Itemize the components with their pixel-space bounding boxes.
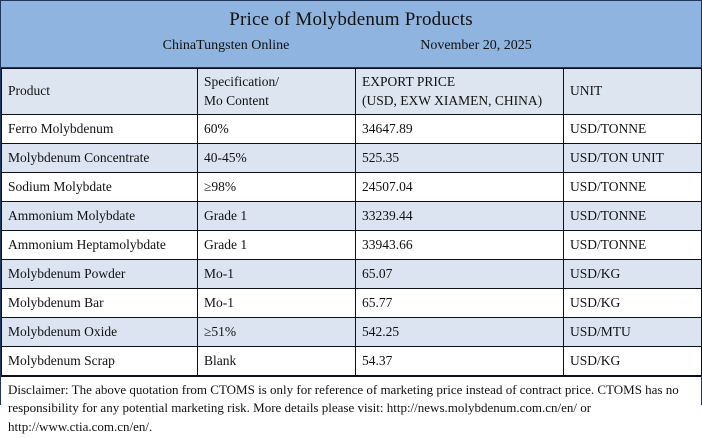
banner: Price of Molybdenum Products ChinaTungst…	[1, 1, 701, 68]
column-header-product: Product	[1, 68, 198, 115]
column-header-export-price: EXPORT PRICE (USD, EXW XIAMEN, CHINA)	[355, 68, 564, 115]
cell-export-price: 542.25	[355, 317, 564, 347]
cell-export-price: 525.35	[355, 143, 564, 173]
cell-unit: USD/MTU	[563, 317, 702, 347]
cell-unit: USD/KG	[563, 288, 702, 318]
disclaimer-text: Disclaimer: The above quotation from CTO…	[1, 376, 701, 438]
column-header-product-line1: Product	[8, 83, 50, 99]
cell-specification: 40-45%	[197, 143, 356, 173]
publisher-label: ChinaTungsten Online	[162, 38, 290, 53]
cell-product: Molybdenum Concentrate	[1, 143, 198, 173]
cell-product: Molybdenum Powder	[1, 259, 198, 289]
column-header-specification-line1: Specification/	[204, 74, 279, 90]
table-row: Molybdenum Oxide ≥51% 542.25 USD/MTU	[1, 317, 702, 347]
cell-specification: Grade 1	[197, 201, 356, 231]
table-row: Sodium Molybdate ≥98% 24507.04 USD/TONNE	[1, 172, 702, 202]
table-row: Molybdenum Powder Mo-1 65.07 USD/KG	[1, 259, 702, 289]
cell-export-price: 33943.66	[355, 230, 564, 260]
column-header-unit-line1: UNIT	[570, 83, 603, 99]
table-row: Ammonium Molybdate Grade 1 33239.44 USD/TON…	[1, 201, 702, 231]
cell-unit: USD/TONNE	[563, 230, 702, 260]
table-row: Ammonium Heptamolybdate Grade 1 33943.66 US…	[1, 230, 702, 260]
cell-specification: ≥51%	[197, 317, 356, 347]
cell-product: Ammonium Molybdate	[1, 201, 198, 231]
column-header-export-price-line1: EXPORT PRICE	[362, 74, 456, 90]
table-header-row: Product Specification/ Mo Content EXPORT…	[1, 68, 702, 115]
cell-export-price: 24507.04	[355, 172, 564, 202]
cell-specification: Mo-1	[197, 259, 356, 289]
page-title: Price of Molybdenum Products	[229, 9, 473, 30]
table-row: Molybdenum Concentrate 40-45% 525.35 USD/TO…	[1, 143, 702, 173]
price-table: Product Specification/ Mo Content EXPORT…	[1, 68, 702, 376]
cell-unit: USD/TON UNIT	[563, 143, 702, 173]
cell-export-price: 54.37	[355, 346, 564, 376]
cell-unit: USD/KG	[563, 259, 702, 289]
table-row: Molybdenum Bar Mo-1 65.77 USD/KG	[1, 288, 702, 318]
cell-product: Sodium Molybdate	[1, 172, 198, 202]
cell-specification: Mo-1	[197, 288, 356, 318]
cell-unit: USD/TONNE	[563, 172, 702, 202]
cell-specification: Grade 1	[197, 230, 356, 260]
cell-export-price: 65.07	[355, 259, 564, 289]
cell-export-price: 34647.89	[355, 114, 564, 144]
table-body: Ferro Molybdenum 60% 34647.89 USD/TONNE Mol…	[1, 114, 702, 376]
column-header-specification-line2: Mo Content	[204, 92, 269, 108]
quote-date: November 20, 2025	[420, 38, 532, 53]
cell-specification: ≥98%	[197, 172, 356, 202]
cell-product: Molybdenum Oxide	[1, 317, 198, 347]
cell-unit: USD/KG	[563, 346, 702, 376]
cell-specification: 60%	[197, 114, 356, 144]
cell-export-price: 33239.44	[355, 201, 564, 231]
table-row: Ferro Molybdenum 60% 34647.89 USD/TONNE	[1, 114, 702, 144]
cell-specification: Blank	[197, 346, 356, 376]
column-header-unit: UNIT	[563, 68, 702, 115]
table-row: Molybdenum Scrap Blank 54.37 USD/KG	[1, 346, 702, 376]
cell-unit: USD/TONNE	[563, 114, 702, 144]
cell-product: Molybdenum Scrap	[1, 346, 198, 376]
cell-product: Molybdenum Bar	[1, 288, 198, 318]
banner-subtitle-row: ChinaTungsten Online November 20, 2025	[1, 31, 701, 54]
cell-product: Ferro Molybdenum	[1, 114, 198, 144]
column-header-export-price-line2: (USD, EXW XIAMEN, CHINA)	[362, 92, 543, 108]
cell-product: Ammonium Heptamolybdate	[1, 230, 198, 260]
column-header-specification: Specification/ Mo Content	[197, 68, 356, 115]
cell-unit: USD/TONNE	[563, 201, 702, 231]
cell-export-price: 65.77	[355, 288, 564, 318]
